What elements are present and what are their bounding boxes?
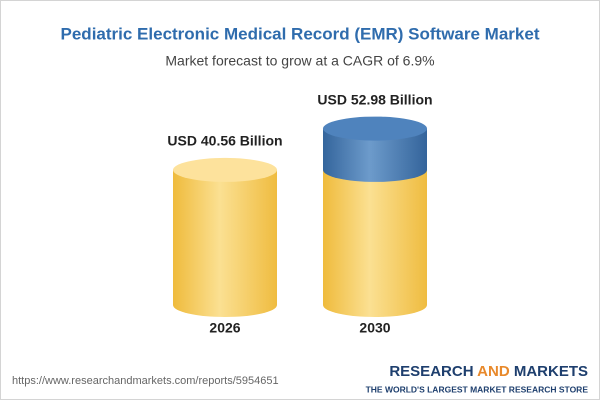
- cylinder-body: [173, 169, 277, 317]
- chart-title: Pediatric Electronic Medical Record (EMR…: [61, 24, 540, 43]
- brand-part: MARKETS: [514, 363, 588, 380]
- chart-subtitle: Market forecast to grow at a CAGR of 6.9…: [165, 53, 434, 69]
- value-label: USD 52.98 Billion: [317, 91, 432, 107]
- category-label: 2030: [359, 320, 390, 336]
- category-label: 2026: [209, 320, 240, 336]
- cylinder-growth: [323, 128, 427, 182]
- cylinder-top: [173, 157, 277, 182]
- brand-part: AND: [477, 363, 510, 380]
- cylinder-top: [323, 116, 427, 141]
- value-label: USD 40.56 Billion: [167, 133, 282, 149]
- brand: RESEARCH AND MARKETS: [389, 363, 588, 380]
- tagline: THE WORLD'S LARGEST MARKET RESEARCH STOR…: [366, 384, 589, 394]
- cylinder-base: [323, 169, 427, 317]
- source-url: https://www.researchandmarkets.com/repor…: [12, 375, 279, 387]
- brand-part: RESEARCH: [389, 363, 473, 380]
